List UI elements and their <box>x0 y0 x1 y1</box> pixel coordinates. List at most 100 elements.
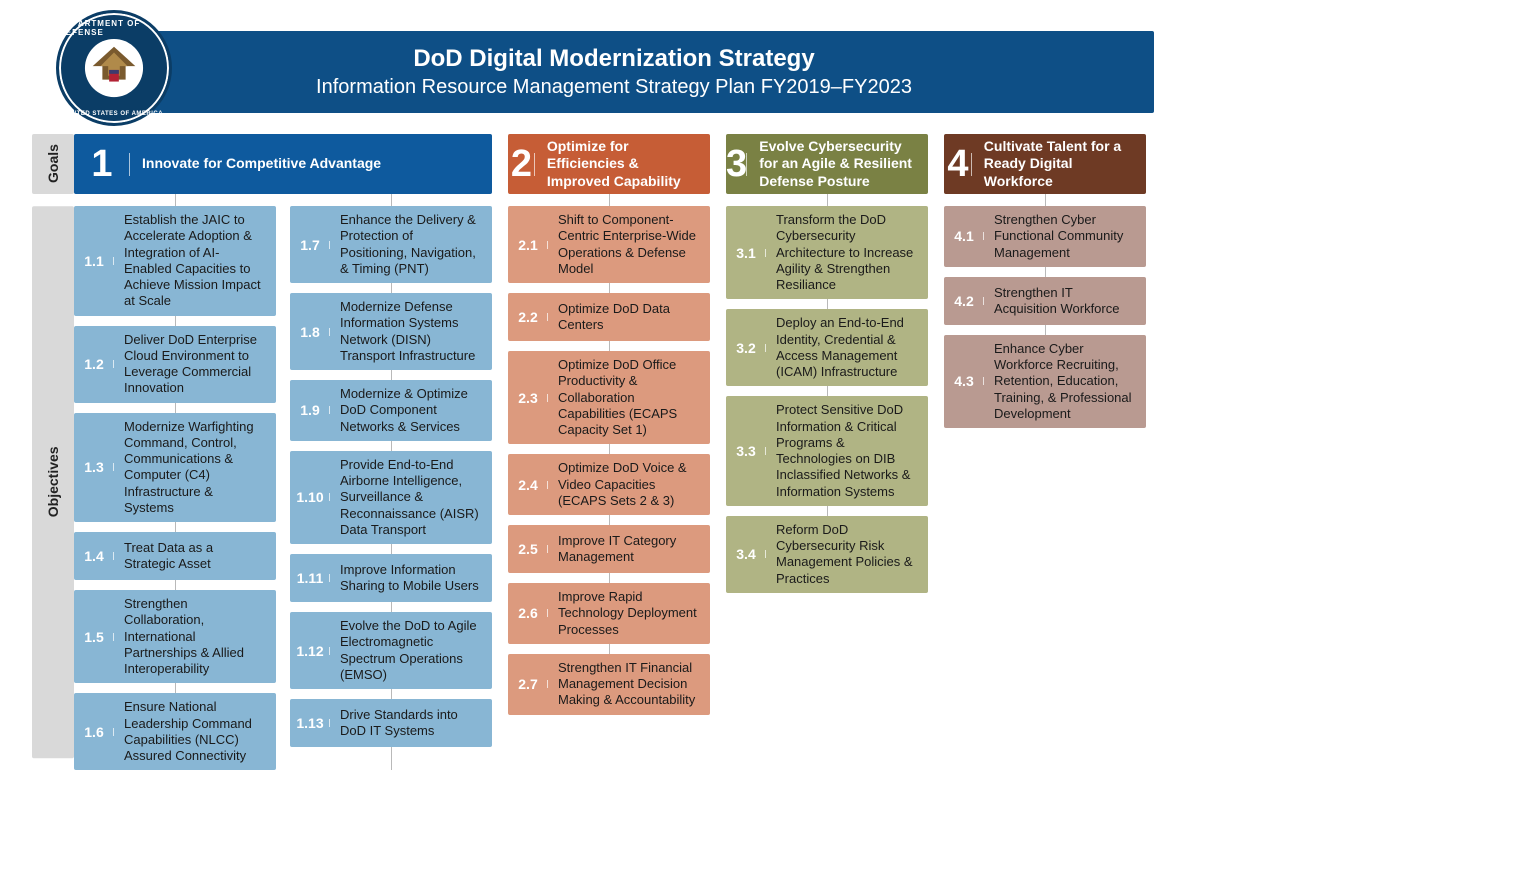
objective-4-3: 4.3Enhance Cyber Workforce Recruiting, R… <box>944 335 1146 428</box>
objective-4-1: 4.1Strengthen Cyber Functional Community… <box>944 206 1146 267</box>
objective-1-6: 1.6Ensure National Leadership Command Ca… <box>74 693 276 770</box>
objective-text: Strengthen Cyber Functional Community Ma… <box>984 212 1136 261</box>
objective-text: Ensure National Leadership Command Capab… <box>114 699 266 764</box>
seal-bottom-text: UNITED STATES OF AMERICA <box>65 111 163 117</box>
goal-header-3: 3Evolve Cybersecurity for an Agile & Res… <box>726 134 928 194</box>
objective-text: Modernize Defense Information Systems Ne… <box>330 299 482 364</box>
goal-title: Innovate for Competitive Advantage <box>130 155 381 173</box>
objective-number: 1.6 <box>74 724 114 740</box>
objective-text: Deploy an End-to-End Identity, Credentia… <box>766 315 918 380</box>
objective-number: 2.6 <box>508 605 548 621</box>
objectives-wrap: 3.1Transform the DoD Cybersecurity Archi… <box>726 206 928 593</box>
objective-1-1: 1.1Establish the JAIC to Accelerate Adop… <box>74 206 276 316</box>
objectives-wrap: 1.1Establish the JAIC to Accelerate Adop… <box>74 206 492 770</box>
objective-stack: 4.1Strengthen Cyber Functional Community… <box>944 206 1146 428</box>
goal-number: 3 <box>726 143 747 186</box>
goal-number: 4 <box>944 143 972 186</box>
objective-text: Modernize Warfighting Command, Control, … <box>114 419 266 517</box>
objective-3-4: 3.4Reform DoD Cybersecurity Risk Managem… <box>726 516 928 593</box>
objective-1-3: 1.3Modernize Warfighting Command, Contro… <box>74 413 276 523</box>
objective-number: 1.13 <box>290 715 330 731</box>
goal-columns: 1Innovate for Competitive Advantage 1.1Es… <box>74 134 1504 770</box>
objective-1-4: 1.4Treat Data as a Strategic Asset <box>74 532 276 580</box>
objective-number: 1.11 <box>290 570 330 586</box>
objective-text: Optimize DoD Voice & Video Capacities (E… <box>548 460 700 509</box>
objective-3-1: 3.1Transform the DoD Cybersecurity Archi… <box>726 206 928 299</box>
objective-number: 3.1 <box>726 245 766 261</box>
objective-text: Improve Information Sharing to Mobile Us… <box>330 562 482 595</box>
objective-text: Optimize DoD Data Centers <box>548 301 700 334</box>
goal-header-1: 1Innovate for Competitive Advantage <box>74 134 492 194</box>
objective-number: 3.3 <box>726 443 766 459</box>
objective-number: 2.1 <box>508 237 548 253</box>
objective-number: 1.4 <box>74 548 114 564</box>
objective-text: Strengthen IT Financial Management Decis… <box>548 660 700 709</box>
objective-number: 1.12 <box>290 643 330 659</box>
objective-text: Strengthen IT Acquisition Workforce <box>984 285 1136 318</box>
objective-3-3: 3.3Protect Sensitive DoD Information & C… <box>726 396 928 506</box>
objective-number: 1.1 <box>74 253 114 269</box>
eagle-icon <box>83 37 145 99</box>
objective-number: 2.3 <box>508 390 548 406</box>
objective-1-2: 1.2Deliver DoD Enterprise Cloud Environm… <box>74 326 276 403</box>
objective-number: 4.3 <box>944 373 984 389</box>
objective-stack: 2.1Shift to Component-Centric Enterprise… <box>508 206 710 715</box>
side-labels: Goals Objectives <box>32 134 74 770</box>
objective-number: 2.5 <box>508 541 548 557</box>
objective-2-2: 2.2Optimize DoD Data Centers <box>508 293 710 341</box>
objective-text: Provide End-to-End Airborne Intelligence… <box>330 457 482 538</box>
objective-number: 2.2 <box>508 309 548 325</box>
objective-text: Improve IT Category Management <box>548 533 700 566</box>
objective-1-13: 1.13Drive Standards into DoD IT Systems <box>290 699 492 747</box>
objective-text: Transform the DoD Cybersecurity Architec… <box>766 212 918 293</box>
objective-text: Enhance the Delivery & Protection of Pos… <box>330 212 482 277</box>
goal-header-4: 4Cultivate Talent for a Ready Digital Wo… <box>944 134 1146 194</box>
page: DEPARTMENT OF DEFENSE UNITED STATES OF A… <box>32 24 1504 770</box>
objective-number: 4.1 <box>944 228 984 244</box>
objective-number: 1.9 <box>290 402 330 418</box>
seal-top-text: DEPARTMENT OF DEFENSE <box>59 19 169 37</box>
goal-title: Cultivate Talent for a Ready Digital Wor… <box>972 138 1134 191</box>
objective-text: Drive Standards into DoD IT Systems <box>330 707 482 740</box>
goal-title: Optimize for Efficiencies & Improved Cap… <box>535 138 698 191</box>
objective-1-11: 1.11Improve Information Sharing to Mobil… <box>290 554 492 602</box>
page-subtitle: Information Resource Management Strategy… <box>316 76 912 99</box>
objective-text: Protect Sensitive DoD Information & Crit… <box>766 402 918 500</box>
objective-number: 2.4 <box>508 477 548 493</box>
strategy-grid: Goals Objectives 1Innovate for Competiti… <box>32 134 1504 770</box>
objective-text: Modernize & Optimize DoD Component Netwo… <box>330 386 482 435</box>
page-title: DoD Digital Modernization Strategy <box>413 45 814 74</box>
objective-stack: 1.1Establish the JAIC to Accelerate Adop… <box>74 206 276 770</box>
objective-text: Enhance Cyber Workforce Recruiting, Rete… <box>984 341 1136 422</box>
objective-text: Establish the JAIC to Accelerate Adoptio… <box>114 212 266 310</box>
objective-stack: 3.1Transform the DoD Cybersecurity Archi… <box>726 206 928 593</box>
objective-2-4: 2.4Optimize DoD Voice & Video Capacities… <box>508 454 710 515</box>
objective-number: 1.5 <box>74 629 114 645</box>
goal-column-4: 4Cultivate Talent for a Ready Digital Wo… <box>944 134 1146 770</box>
objective-text: Optimize DoD Office Productivity & Colla… <box>548 357 700 438</box>
objective-text: Shift to Component-Centric Enterprise-Wi… <box>548 212 700 277</box>
goal-column-3: 3Evolve Cybersecurity for an Agile & Res… <box>726 134 928 770</box>
goal-header-2: 2Optimize for Efficiencies & Improved Ca… <box>508 134 710 194</box>
header-bar: DoD Digital Modernization Strategy Infor… <box>74 31 1154 113</box>
objective-number: 4.2 <box>944 293 984 309</box>
objective-4-2: 4.2Strengthen IT Acquisition Workforce <box>944 277 1146 325</box>
objective-1-7: 1.7Enhance the Delivery & Protection of … <box>290 206 492 283</box>
objective-number: 1.2 <box>74 356 114 372</box>
objective-text: Strengthen Collaboration, International … <box>114 596 266 677</box>
objective-1-12: 1.12Evolve the DoD to Agile Electromagne… <box>290 612 492 689</box>
objective-number: 3.2 <box>726 340 766 356</box>
objective-1-10: 1.10Provide End-to-End Airborne Intellig… <box>290 451 492 544</box>
objective-text: Improve Rapid Technology Deployment Proc… <box>548 589 700 638</box>
objective-2-3: 2.3Optimize DoD Office Productivity & Co… <box>508 351 710 444</box>
objective-1-8: 1.8Modernize Defense Information Systems… <box>290 293 492 370</box>
objective-number: 1.10 <box>290 489 330 505</box>
objective-number: 1.3 <box>74 459 114 475</box>
objective-2-7: 2.7Strengthen IT Financial Management De… <box>508 654 710 715</box>
objective-3-2: 3.2Deploy an End-to-End Identity, Creden… <box>726 309 928 386</box>
objective-2-6: 2.6Improve Rapid Technology Deployment P… <box>508 583 710 644</box>
goal-column-2: 2Optimize for Efficiencies & Improved Ca… <box>508 134 710 770</box>
goal-number: 1 <box>74 143 130 186</box>
dod-seal-icon: DEPARTMENT OF DEFENSE UNITED STATES OF A… <box>56 10 172 126</box>
objective-number: 3.4 <box>726 546 766 562</box>
